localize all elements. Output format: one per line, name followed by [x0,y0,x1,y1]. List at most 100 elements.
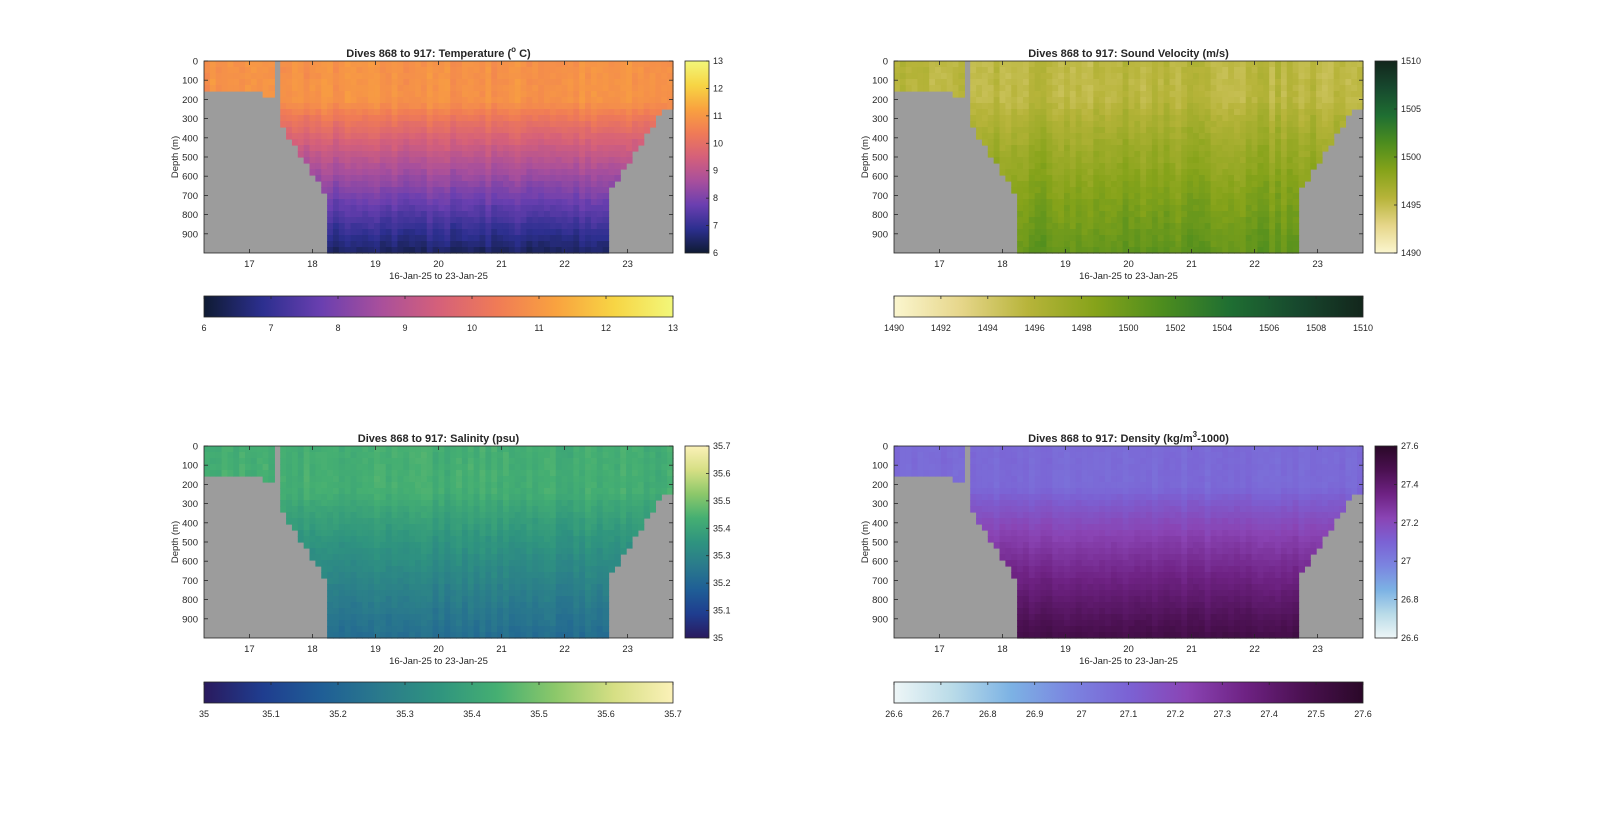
heatmap-cell [397,500,403,507]
heatmap-cell [345,193,351,200]
heatmap-cell [1076,133,1082,140]
heatmap-cell [591,217,597,224]
heatmap-cell [327,199,333,206]
heatmap-cell [392,181,398,188]
heatmap-cell [374,494,380,501]
heatmap-cell [1152,163,1158,170]
heatmap-cell [351,476,357,483]
heatmap-cell [1299,127,1305,134]
heatmap-cell [397,584,403,591]
heatmap-cell [585,169,591,176]
heatmap-cell [1304,103,1310,110]
heatmap-cell [567,175,573,182]
heatmap-cell [1228,235,1234,242]
heatmap-cell [573,175,579,182]
heatmap-cell [1228,73,1234,80]
heatmap-cell [1334,109,1340,116]
heatmap-cell [1310,85,1316,92]
heatmap-cell [439,79,445,86]
heatmap-cell [1029,187,1035,194]
heatmap-cell [444,85,450,92]
heatmap-cell [1158,211,1164,218]
heatmap-cell [1216,61,1222,68]
heatmap-cell [1181,223,1187,230]
heatmap-cell [1216,205,1222,212]
heatmap-cell [591,175,597,182]
heatmap-cell [433,145,439,152]
heatmap-cell [345,241,351,248]
heatmap-cell [503,157,509,164]
heatmap-cell [450,187,456,194]
heatmap-cell [456,530,462,537]
heatmap-cell [439,199,445,206]
heatmap-cell [1011,79,1017,86]
heatmap-cell [333,91,339,98]
heatmap-cell [321,476,327,483]
heatmap-cell [1029,139,1035,146]
heatmap-cell [1216,163,1222,170]
heatmap-cell [415,169,421,176]
heatmap-cell [403,554,409,561]
heatmap-cell [638,115,644,122]
heatmap-cell [591,229,597,236]
heatmap-cell [626,79,632,86]
heatmap-cell [521,97,527,104]
heatmap-cell [538,115,544,122]
heatmap-cell [374,79,380,86]
heatmap-cell [403,494,409,501]
heatmap-cell [468,79,474,86]
heatmap-cell [526,109,532,116]
heatmap-cell [1310,145,1316,152]
heatmap-cell [1029,85,1035,92]
heatmap-cell [327,133,333,140]
heatmap-cell [1052,169,1058,176]
heatmap-cell [374,115,380,122]
heatmap-cell [397,133,403,140]
heatmap-cell [1246,109,1252,116]
heatmap-cell [953,67,959,74]
colorbar-tick-label: 1494 [978,323,998,333]
heatmap-cell [1064,169,1070,176]
heatmap-cell [415,187,421,194]
heatmap-cell [421,133,427,140]
heatmap-cell [1093,241,1099,248]
heatmap-cell [403,476,409,483]
heatmap-cell [1035,79,1041,86]
heatmap-cell [1064,229,1070,236]
heatmap-cell [1187,133,1193,140]
heatmap-cell [538,97,544,104]
heatmap-cell [409,488,415,495]
heatmap-cell [1263,157,1269,164]
heatmap-cell [1257,205,1263,212]
heatmap-cell [403,91,409,98]
heatmap-cell [521,109,527,116]
heatmap-cell [503,61,509,68]
heatmap-cell [468,536,474,543]
heatmap-cell [474,205,480,212]
heatmap-cell [509,79,515,86]
heatmap-cell [556,199,562,206]
heatmap-cell [1058,199,1064,206]
heatmap-cell [1257,109,1263,116]
heatmap-cell [368,91,374,98]
heatmap-cell [1099,67,1105,74]
heatmap-cell [227,67,233,74]
heatmap-cell [538,193,544,200]
heatmap-cell [1310,163,1316,170]
heatmap-cell [368,157,374,164]
heatmap-cell [216,85,222,92]
heatmap-cell [392,187,398,194]
heatmap-cell [380,229,386,236]
heatmap-cell [1064,67,1070,74]
heatmap-cell [386,446,392,453]
heatmap-cell [503,127,509,134]
heatmap-cell [603,193,609,200]
heatmap-cell [327,530,333,537]
heatmap-cell [1228,217,1234,224]
heatmap-cell [1181,85,1187,92]
heatmap-cell [397,91,403,98]
heatmap-cell [1252,229,1258,236]
heatmap-cell [421,85,427,92]
heatmap-cell [1275,229,1281,236]
heatmap-cell [456,73,462,80]
